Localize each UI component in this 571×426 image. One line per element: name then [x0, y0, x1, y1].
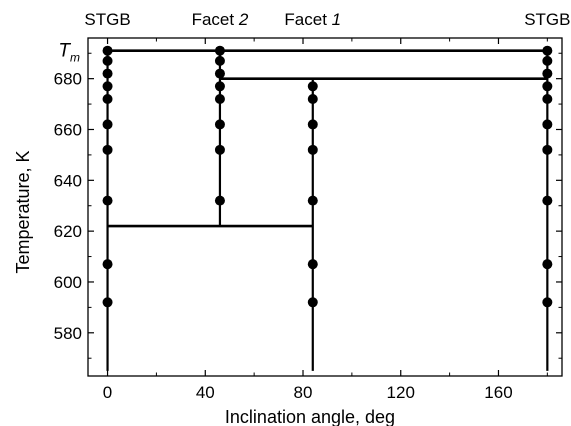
data-point-0-7 — [102, 195, 113, 206]
data-point-3-9 — [542, 297, 553, 308]
data-point-3-8 — [542, 259, 553, 270]
y-tick-label-tm: Tm — [58, 41, 80, 65]
data-point-3-7 — [542, 195, 553, 206]
data-point-2-2 — [307, 119, 318, 130]
data-point-2-0 — [307, 81, 318, 92]
data-point-3-4 — [542, 93, 553, 104]
data-point-1-5 — [214, 119, 225, 130]
data-point-0-6 — [102, 144, 113, 155]
data-point-1-4 — [214, 93, 225, 104]
data-point-1-0 — [214, 45, 225, 56]
data-point-0-0 — [102, 45, 113, 56]
data-points — [102, 45, 553, 308]
data-point-3-5 — [542, 119, 553, 130]
y-tick-label: 600 — [54, 273, 82, 292]
data-point-2-3 — [307, 144, 318, 155]
x-axis-title: Inclination angle, deg — [225, 407, 395, 426]
x-tick-label: 0 — [103, 383, 112, 402]
axis-ticks — [88, 38, 562, 376]
data-point-2-1 — [307, 93, 318, 104]
data-point-0-4 — [102, 93, 113, 104]
data-point-1-3 — [214, 81, 225, 92]
x-tick-label: 80 — [294, 383, 313, 402]
data-point-2-6 — [307, 297, 318, 308]
plot-border — [87, 37, 563, 377]
data-point-1-2 — [214, 68, 225, 79]
data-point-1-7 — [214, 195, 225, 206]
top-label-1: Facet 2 — [192, 10, 249, 29]
data-point-0-5 — [102, 119, 113, 130]
y-tick-label: 660 — [54, 120, 82, 139]
x-tick-label: 40 — [196, 383, 215, 402]
plot-lines — [106, 49, 549, 371]
data-point-0-8 — [102, 259, 113, 270]
y-tick-label: 640 — [54, 171, 82, 190]
data-point-2-5 — [307, 259, 318, 270]
data-point-1-6 — [214, 144, 225, 155]
y-tick-label: 680 — [54, 70, 82, 89]
data-point-0-9 — [102, 297, 113, 308]
top-label-0: STGB — [84, 10, 130, 29]
data-point-3-3 — [542, 81, 553, 92]
y-tick-label: 620 — [54, 222, 82, 241]
data-point-0-2 — [102, 68, 113, 79]
data-point-1-1 — [214, 55, 225, 66]
data-point-3-2 — [542, 68, 553, 79]
plot-frame — [87, 37, 563, 377]
x-tick-label: 160 — [484, 383, 512, 402]
data-point-0-1 — [102, 55, 113, 66]
y-tick-label: 580 — [54, 324, 82, 343]
y-axis-title: Temperature, K — [13, 150, 33, 273]
top-label-3: STGB — [524, 10, 570, 29]
data-point-3-6 — [542, 144, 553, 155]
data-point-0-3 — [102, 81, 113, 92]
data-point-3-0 — [542, 45, 553, 56]
data-point-2-4 — [307, 195, 318, 206]
x-tick-label: 120 — [387, 383, 415, 402]
data-point-3-1 — [542, 55, 553, 66]
top-label-2: Facet 1 — [284, 10, 341, 29]
